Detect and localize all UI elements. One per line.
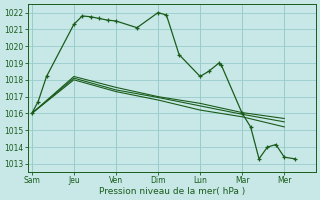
X-axis label: Pression niveau de la mer( hPa ): Pression niveau de la mer( hPa ) [99, 187, 245, 196]
